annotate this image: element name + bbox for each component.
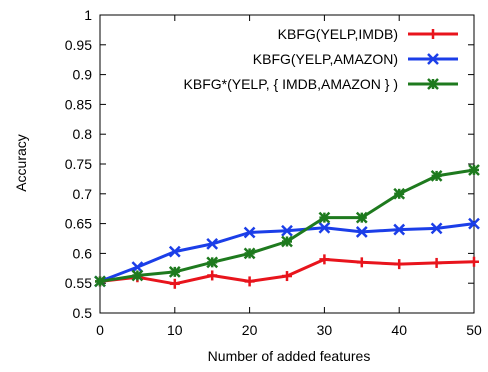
y-tick-label: 0.6: [73, 245, 93, 261]
data-point: [169, 278, 180, 289]
y-tick-label: 0.65: [65, 216, 92, 232]
data-point: [207, 270, 218, 281]
legend-label: KBFG*(YELP, { IMDB,AMAZON } ): [184, 76, 398, 92]
data-point: [394, 259, 405, 270]
y-tick-label: 0.75: [65, 156, 92, 172]
marker-stroke: [427, 53, 439, 65]
data-point: [430, 170, 443, 182]
data-point: [131, 269, 144, 282]
y-tick-label: 0.7: [73, 186, 93, 202]
marker-stroke: [430, 222, 443, 235]
marker-stroke: [393, 187, 406, 200]
x-axis: 0 10 20 30 40 50: [96, 15, 482, 338]
x-tick-label: 20: [242, 322, 258, 338]
data-point: [281, 235, 293, 248]
x-tick-label: 50: [466, 322, 482, 338]
marker-stroke: [430, 170, 443, 182]
data-point: [356, 257, 367, 268]
legend-label: KBFG(YELP,AMAZON): [253, 51, 398, 67]
marker-stroke: [243, 247, 256, 260]
y-tick-label: 0.5: [73, 305, 93, 321]
data-point: [168, 245, 181, 258]
legend-marker: [427, 78, 439, 90]
x-tick-label: 10: [167, 322, 183, 338]
data-point: [206, 256, 219, 269]
y-tick-label: 0.95: [65, 37, 92, 53]
marker-stroke: [468, 164, 480, 176]
series-3: [94, 164, 480, 288]
data-point: [319, 254, 330, 265]
data-point: [355, 226, 368, 238]
marker-stroke: [281, 224, 293, 237]
x-axis-label: Number of added features: [208, 348, 371, 364]
marker-stroke: [393, 223, 406, 236]
x-tick-label: 0: [96, 322, 104, 338]
x-tick-label: 40: [391, 322, 407, 338]
data-point: [318, 211, 331, 224]
marker-stroke: [318, 221, 331, 234]
y-tick-label: 0.9: [73, 67, 93, 83]
legend-marker: [428, 29, 438, 39]
data-point: [281, 224, 293, 237]
series-2: [94, 217, 480, 288]
legend-item: KBFG(YELP,AMAZON): [253, 51, 458, 67]
marker-stroke: [318, 211, 331, 224]
data-point: [430, 222, 443, 235]
marker-stroke: [355, 226, 368, 238]
data-point: [393, 223, 406, 236]
data-point: [431, 257, 442, 268]
y-tick-label: 0.85: [65, 96, 92, 112]
data-point: [244, 276, 255, 287]
y-axis: 0.5 0.55 0.6 0.65 0.7 0.75 0.8 0.85 0.9 0.95 1: [65, 7, 474, 321]
marker-stroke: [206, 256, 219, 269]
series-1: [95, 254, 479, 289]
data-point: [355, 211, 368, 224]
legend-label: KBFG(YELP,IMDB): [278, 26, 398, 42]
data-point: [469, 256, 479, 267]
y-tick-label: 1: [84, 7, 92, 23]
data-point: [468, 217, 480, 230]
marker-stroke: [243, 226, 256, 239]
legend-marker: [427, 53, 439, 65]
marker-stroke: [206, 237, 219, 250]
marker-stroke: [131, 269, 144, 282]
marker-stroke: [94, 275, 106, 288]
y-tick-label: 0.8: [73, 126, 93, 142]
marker-stroke: [281, 235, 293, 248]
marker-stroke: [355, 211, 368, 224]
data-point: [468, 164, 480, 176]
marker-stroke: [427, 78, 439, 90]
data-point: [94, 275, 106, 288]
legend-item: KBFG*(YELP, { IMDB,AMAZON } ): [184, 76, 458, 92]
data-point: [282, 271, 292, 282]
legend: KBFG(YELP,IMDB) KBFG(YELP,AMAZON) KBFG*(YE…: [184, 26, 458, 92]
legend-item: KBFG(YELP,IMDB): [278, 26, 458, 42]
marker-stroke: [168, 265, 181, 278]
data-point: [393, 187, 406, 200]
y-axis-label: Accuracy: [13, 134, 29, 192]
data-point: [206, 237, 219, 250]
data-point: [318, 221, 331, 234]
marker-stroke: [168, 245, 181, 258]
data-point: [243, 247, 256, 260]
data-point: [243, 226, 256, 239]
series-layer: [94, 164, 480, 289]
marker-stroke: [468, 217, 480, 230]
data-point: [168, 265, 181, 278]
x-tick-label: 30: [317, 322, 333, 338]
y-tick-label: 0.55: [65, 275, 92, 291]
